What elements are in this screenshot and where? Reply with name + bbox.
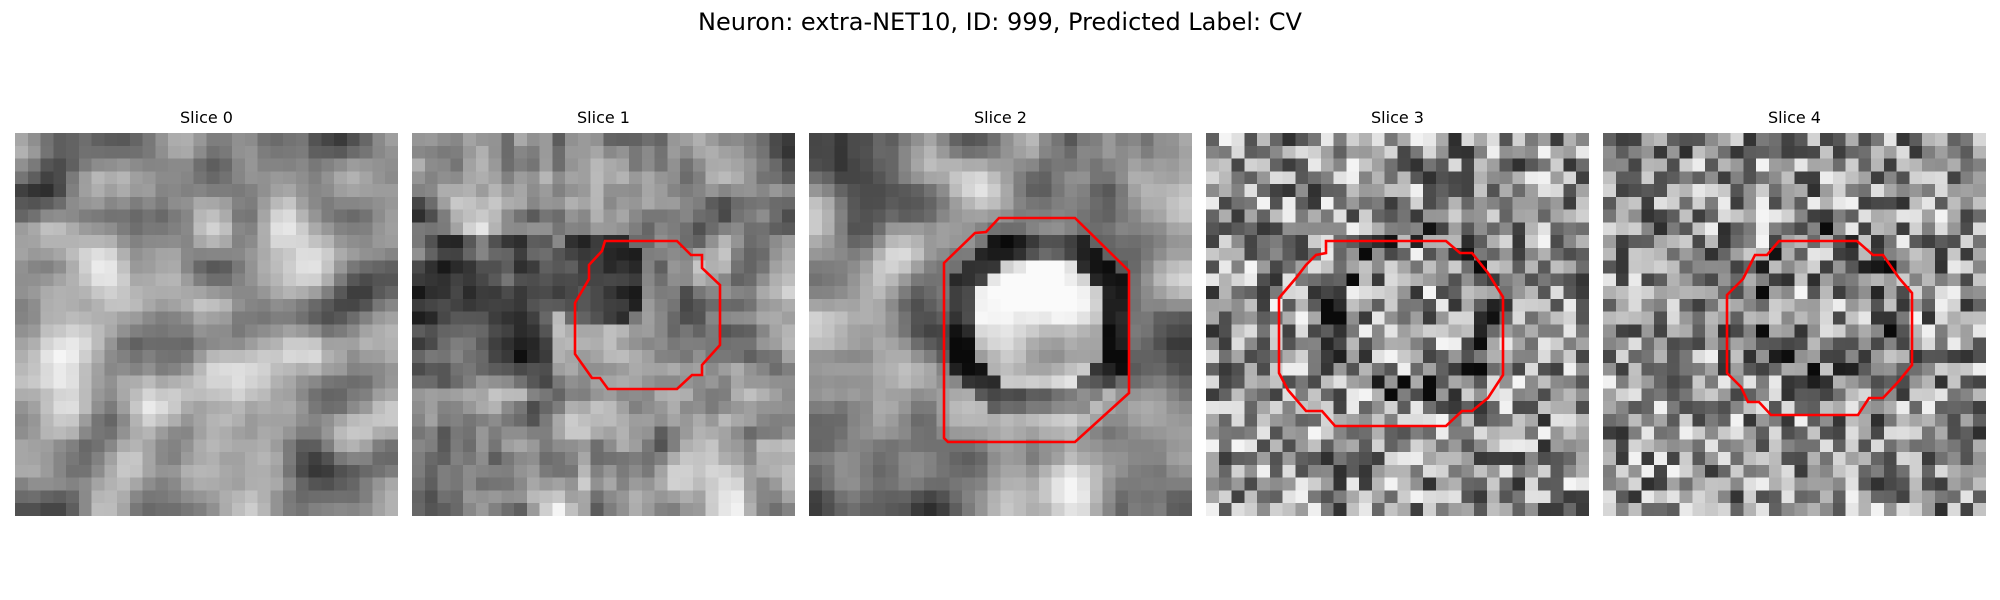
slice-title-0: Slice 0	[180, 108, 233, 127]
roi-contour-1	[573, 239, 722, 391]
slice-panel-4: Slice 4	[1603, 108, 1986, 516]
slice-panel-3: Slice 3	[1206, 108, 1589, 516]
slice-image-2	[809, 133, 1192, 516]
slice-title-2: Slice 2	[974, 108, 1027, 127]
contour-overlay-1	[573, 239, 722, 391]
slice-image-0	[15, 133, 398, 516]
contour-overlay-4	[1725, 239, 1914, 417]
roi-contour-2	[942, 216, 1131, 444]
slice-pixels-1	[412, 133, 795, 516]
slice-panel-0: Slice 0	[15, 108, 398, 516]
slice-image-4	[1603, 133, 1986, 516]
roi-contour-4	[1725, 239, 1914, 417]
slice-image-1	[412, 133, 795, 516]
figure-title: Neuron: extra-NET10, ID: 999, Predicted …	[698, 8, 1302, 36]
contour-overlay-2	[942, 216, 1131, 444]
slice-panel-1: Slice 1	[412, 108, 795, 516]
slice-pixels-0	[15, 133, 398, 516]
slice-title-4: Slice 4	[1768, 108, 1821, 127]
slice-title-3: Slice 3	[1371, 108, 1424, 127]
slice-pixels-3	[1206, 133, 1589, 516]
slice-pixels-4	[1603, 133, 1986, 516]
slice-title-1: Slice 1	[577, 108, 630, 127]
slice-image-3	[1206, 133, 1589, 516]
slice-panel-2: Slice 2	[809, 108, 1192, 516]
roi-contour-3	[1277, 239, 1505, 428]
contour-overlay-3	[1277, 239, 1505, 428]
